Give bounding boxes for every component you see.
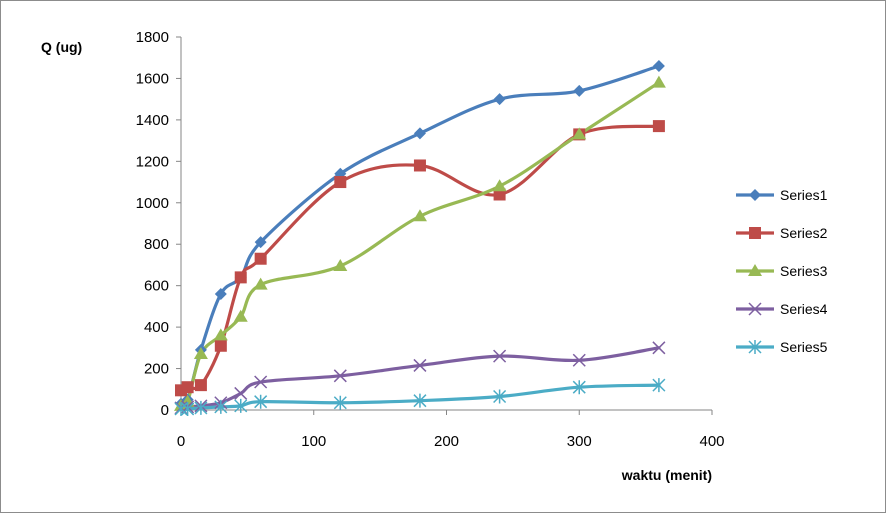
series1-point <box>573 84 586 97</box>
legend-label-3: Series3 <box>780 263 828 279</box>
series5-point <box>572 380 586 395</box>
legend: Series1 Series2 Series3 Series4 Series5 <box>736 187 828 355</box>
series3-point <box>412 209 427 222</box>
series-markers <box>174 60 666 416</box>
y-axis-title: Q (ug) <box>41 39 82 55</box>
y-tick-label: 1800 <box>136 29 169 46</box>
series5-point <box>181 401 195 416</box>
x-axis-title: waktu (menit) <box>621 467 712 483</box>
series3-point <box>253 277 268 290</box>
series4-point <box>234 386 248 400</box>
series4-point <box>333 369 347 383</box>
series3-point <box>333 258 348 271</box>
series4-point <box>254 375 268 389</box>
series1-point <box>214 287 227 300</box>
series2-point <box>194 379 207 392</box>
y-tick-label: 600 <box>144 278 169 295</box>
series3-point <box>193 347 208 360</box>
series4-point <box>493 349 507 363</box>
x-tick-label: 0 <box>177 433 185 450</box>
series5-point <box>214 399 228 414</box>
series4-point <box>572 353 586 367</box>
series2-point <box>652 120 665 133</box>
y-tick-label: 200 <box>144 361 169 378</box>
series2-point <box>413 159 426 172</box>
series5-point <box>254 394 268 409</box>
legend-marker-5 <box>748 340 762 354</box>
series5-point <box>413 393 427 408</box>
series4-point <box>413 358 427 372</box>
series1-point <box>493 93 506 106</box>
y-tick-label: 1000 <box>136 195 169 212</box>
legend-marker-3 <box>748 264 762 276</box>
series-line-4 <box>179 346 661 410</box>
series4-point <box>652 341 666 355</box>
series2-point <box>334 176 347 189</box>
y-tick-label: 400 <box>144 319 169 336</box>
x-tick-label: 300 <box>567 433 592 450</box>
y-tick-label: 1600 <box>136 70 169 87</box>
x-tick-label: 200 <box>434 433 459 450</box>
series2-point <box>181 381 194 394</box>
series3-point <box>651 75 666 88</box>
y-tick-label: 1200 <box>136 153 169 170</box>
series3-point <box>492 179 507 192</box>
legend-label-2: Series2 <box>780 225 828 241</box>
x-tick-label: 400 <box>699 433 724 450</box>
x-tick-label: 100 <box>301 433 326 450</box>
series1-point <box>254 236 267 249</box>
series2-point <box>254 252 267 265</box>
legend-label-5: Series5 <box>780 339 828 355</box>
series-line-1 <box>179 64 661 407</box>
series5-point <box>174 401 188 416</box>
series1-point <box>413 127 426 140</box>
series2-point <box>234 271 247 284</box>
series1-point <box>652 60 665 73</box>
series5-point <box>493 389 507 404</box>
legend-marker-2 <box>749 227 761 239</box>
y-tick-label: 1400 <box>136 112 169 129</box>
legend-marker-4 <box>748 302 762 316</box>
legend-label-1: Series1 <box>780 187 828 203</box>
y-tick-label: 0 <box>161 402 169 419</box>
legend-label-4: Series4 <box>780 301 828 317</box>
series3-point <box>233 309 248 322</box>
series-lines <box>179 64 661 411</box>
series5-point <box>194 400 208 415</box>
series2-point <box>214 339 227 352</box>
series5-point <box>333 395 347 410</box>
series5-point <box>234 398 248 413</box>
y-tick-label: 800 <box>144 236 169 253</box>
legend-marker-1 <box>749 189 761 201</box>
series5-point <box>652 378 666 393</box>
series3-point <box>213 328 228 341</box>
tick-labels: 0 200 400 600 800 1000 1200 1400 1600 1800 0 100 200… <box>136 29 725 450</box>
series3-point <box>572 127 587 140</box>
series2-point <box>493 188 506 201</box>
